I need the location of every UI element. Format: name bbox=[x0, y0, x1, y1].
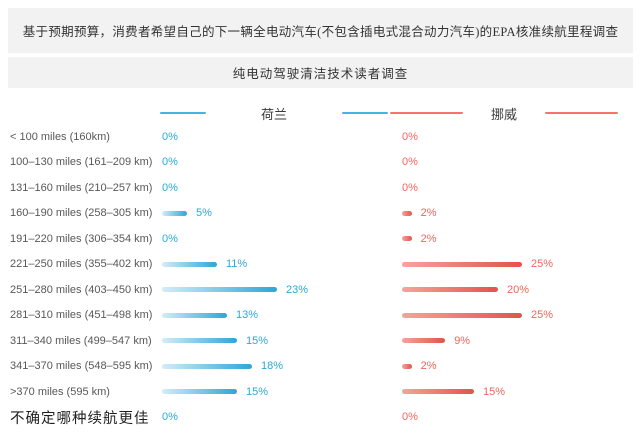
category-label: 191–220 miles (306–354 km) bbox=[10, 232, 153, 245]
netherlands-bar bbox=[162, 287, 277, 293]
netherlands-value-label: 0% bbox=[162, 181, 178, 194]
norway-bar bbox=[402, 363, 412, 369]
chart-row: 311–340 miles (499–547 km) 15% 9% bbox=[10, 328, 641, 354]
norway-bar bbox=[402, 236, 412, 242]
norway-bar-cell: 25% bbox=[400, 309, 641, 321]
category-label: >370 miles (595 km) bbox=[10, 385, 110, 398]
chart-row: 131–160 miles (210–257 km) 0% 0% bbox=[10, 175, 641, 201]
netherlands-value-label: 0% bbox=[162, 411, 178, 424]
legend: 荷兰 挪威 bbox=[10, 103, 641, 123]
legend-label-netherlands: 荷兰 bbox=[260, 106, 287, 122]
norway-value-label: 15% bbox=[483, 385, 506, 398]
chart-row: 160–190 miles (258–305 km) 5% 2% bbox=[10, 201, 641, 227]
chart-rows: < 100 miles (160km) 0% 0% 100–130 miles (16… bbox=[10, 124, 641, 430]
chart-subtitle: 纯电动驾驶清洁技术读者调查 bbox=[8, 57, 633, 88]
category-label: < 100 miles (160km) bbox=[10, 130, 110, 143]
chart-row: 281–310 miles (451–498 km) 13% 25% bbox=[10, 303, 641, 329]
netherlands-bar-cell: 0% bbox=[160, 131, 400, 143]
norway-bar-cell: 0% bbox=[400, 182, 641, 194]
legend-label-norway: 挪威 bbox=[490, 106, 517, 122]
chart-row: 不确定哪种续航更佳 0% 0% bbox=[10, 405, 641, 431]
norway-value-label: 0% bbox=[402, 181, 418, 194]
netherlands-line-swatch-left bbox=[160, 112, 206, 114]
norway-bar-cell: 2% bbox=[400, 233, 641, 245]
netherlands-value-label: 0% bbox=[162, 156, 178, 169]
netherlands-value-label: 5% bbox=[196, 207, 212, 220]
netherlands-bar-cell: 5% bbox=[160, 207, 400, 219]
chart-row: 341–370 miles (548–595 km) 18% 2% bbox=[10, 354, 641, 380]
chart-title: 基于预期预算，消费者希望自己的下一辆全电动汽车(不包含插电式混合动力汽车)的EP… bbox=[8, 8, 633, 53]
chart-row: 191–220 miles (306–354 km) 0% 2% bbox=[10, 226, 641, 252]
norway-value-label: 25% bbox=[531, 309, 554, 322]
netherlands-bar bbox=[162, 363, 252, 369]
norway-value-label: 25% bbox=[531, 258, 554, 271]
norway-value-label: 0% bbox=[402, 130, 418, 143]
norway-bar bbox=[402, 210, 412, 216]
chart-row: 100–130 miles (161–209 km) 0% 0% bbox=[10, 150, 641, 176]
norway-bar-cell: 0% bbox=[400, 131, 641, 143]
netherlands-bar-cell: 23% bbox=[160, 284, 400, 296]
netherlands-bar bbox=[162, 338, 237, 344]
chart-row: >370 miles (595 km) 15% 15% bbox=[10, 379, 641, 405]
category-label: 311–340 miles (499–547 km) bbox=[10, 334, 152, 347]
netherlands-value-label: 15% bbox=[246, 385, 269, 398]
category-label: 不确定哪种续航更佳 bbox=[10, 410, 150, 427]
norway-bar bbox=[402, 261, 522, 267]
chart-row: < 100 miles (160km) 0% 0% bbox=[10, 124, 641, 150]
category-label: 160–190 miles (258–305 km) bbox=[10, 207, 153, 220]
norway-bar-cell: 9% bbox=[400, 335, 641, 347]
category-label: 251–280 miles (403–450 km) bbox=[10, 283, 153, 296]
legend-item-norway: 挪威 bbox=[390, 104, 618, 123]
netherlands-value-label: 23% bbox=[286, 283, 309, 296]
norway-bar-cell: 0% bbox=[400, 156, 641, 168]
norway-value-label: 2% bbox=[420, 360, 437, 373]
netherlands-bar-cell: 0% bbox=[160, 411, 400, 423]
norway-bar-cell: 2% bbox=[400, 360, 641, 372]
norway-bar-cell: 15% bbox=[400, 386, 641, 398]
category-label: 281–310 miles (451–498 km) bbox=[10, 309, 153, 322]
norway-bar bbox=[402, 287, 498, 293]
netherlands-bar bbox=[162, 389, 237, 395]
norway-line-swatch-left bbox=[390, 112, 463, 114]
netherlands-bar-cell: 13% bbox=[160, 309, 400, 321]
category-label: 100–130 miles (161–209 km) bbox=[10, 156, 153, 169]
norway-bar bbox=[402, 312, 522, 318]
norway-bar bbox=[402, 338, 446, 344]
norway-bar-cell: 20% bbox=[400, 284, 641, 296]
netherlands-bar-cell: 11% bbox=[160, 258, 400, 270]
netherlands-value-label: 11% bbox=[226, 258, 248, 271]
netherlands-bar-cell: 15% bbox=[160, 335, 400, 347]
netherlands-bar-cell: 0% bbox=[160, 233, 400, 245]
netherlands-value-label: 0% bbox=[162, 232, 178, 245]
norway-bar-cell: 0% bbox=[400, 411, 641, 423]
norway-bar-cell: 2% bbox=[400, 207, 641, 219]
netherlands-value-label: 13% bbox=[236, 309, 259, 322]
norway-value-label: 20% bbox=[507, 283, 530, 296]
norway-value-label: 2% bbox=[420, 207, 437, 220]
netherlands-bar-cell: 18% bbox=[160, 360, 400, 372]
norway-value-label: 2% bbox=[420, 232, 437, 245]
netherlands-value-label: 18% bbox=[261, 360, 284, 373]
chart-row: 221–250 miles (355–402 km) 11% 25% bbox=[10, 252, 641, 278]
category-label: 131–160 miles (210–257 km) bbox=[10, 181, 153, 194]
netherlands-value-label: 0% bbox=[162, 130, 178, 143]
norway-bar-cell: 25% bbox=[400, 258, 641, 270]
netherlands-line-swatch-right bbox=[341, 112, 388, 114]
norway-bar bbox=[402, 389, 474, 395]
netherlands-bar bbox=[162, 261, 217, 267]
norway-value-label: 9% bbox=[454, 334, 471, 347]
netherlands-bar bbox=[162, 312, 227, 318]
category-label: 341–370 miles (548–595 km) bbox=[10, 360, 153, 373]
norway-value-label: 0% bbox=[402, 156, 418, 169]
netherlands-bar bbox=[162, 210, 187, 216]
chart-row: 251–280 miles (403–450 km) 23% 20% bbox=[10, 277, 641, 303]
netherlands-bar-cell: 0% bbox=[160, 182, 400, 194]
norway-line-swatch-right bbox=[544, 112, 618, 114]
netherlands-value-label: 15% bbox=[246, 334, 269, 347]
category-label: 221–250 miles (355–402 km) bbox=[10, 258, 153, 271]
legend-item-netherlands: 荷兰 bbox=[160, 104, 388, 123]
netherlands-bar-cell: 15% bbox=[160, 386, 400, 398]
norway-value-label: 0% bbox=[402, 411, 418, 424]
netherlands-bar-cell: 0% bbox=[160, 156, 400, 168]
